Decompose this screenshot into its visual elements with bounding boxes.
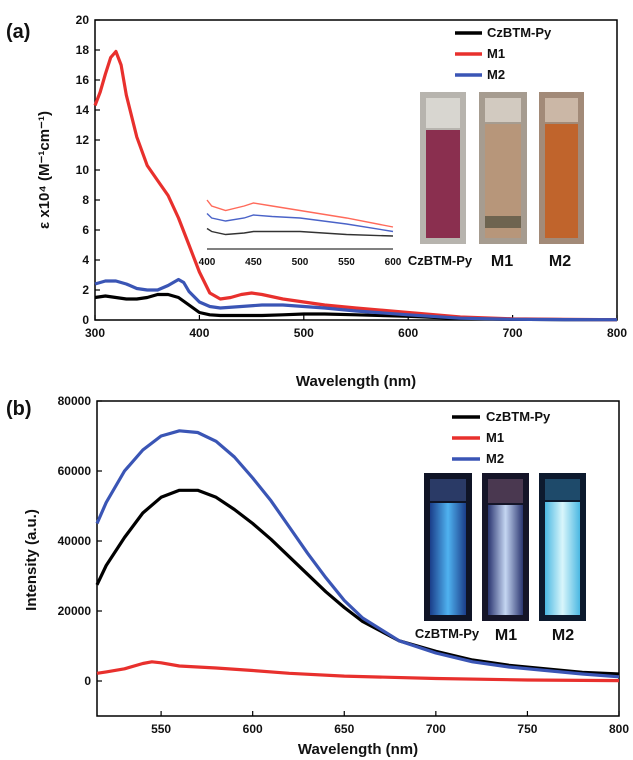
inset-line-0 [206,199,394,228]
vial-photos-a: CzBTM-Py M1 M2 [408,92,584,270]
y-tick-label-b-4: 80000 [58,394,92,408]
series-line-a-1 [93,49,618,322]
y-tick-label-a-4: 8 [82,193,89,207]
vial-label-b-2: M2 [552,627,574,644]
x-tick-label-b-5: 800 [609,722,629,736]
x-axis-label-b: Wavelength (nm) [298,741,418,758]
x-tick-label-a-2: 500 [294,326,314,340]
x-tick-label-a-4: 700 [503,326,523,340]
x-tick-label-b-0: 550 [151,722,171,736]
y-tick-label-b-2: 40000 [58,534,92,548]
x-tick-label-b-1: 600 [243,722,263,736]
curves-b [95,429,620,683]
y-tick-label-a-0: 0 [82,313,89,327]
panel-label-b: (b) [6,398,32,420]
inset-line-1 [206,212,394,233]
inset-tick-label-3: 550 [338,257,355,268]
y-tick-label-b-0: 0 [84,674,91,688]
vial-liquid-a-0 [426,130,460,238]
series-line-b-0 [95,488,620,676]
vial-label-b-1: M1 [495,627,517,644]
y-tick-label-b-1: 20000 [58,604,92,618]
y-tick-label-a-5: 10 [76,163,90,177]
inset-tick-label-2: 500 [292,257,309,268]
y-tick-label-a-7: 14 [76,103,90,117]
axis-ticks-a: 300 400 500 600 700 800 0 2 4 6 8 10 12 14 16 18 20 [76,13,628,340]
panel-label-a: (a) [6,21,30,43]
inset-tick-label-0: 400 [199,257,216,268]
legend-label-a-1: M1 [487,46,505,61]
curves-a [93,49,618,322]
y-tick-label-a-6: 12 [76,133,90,147]
y-tick-label-a-8: 16 [76,73,90,87]
vial-shadow-a-1 [485,216,521,228]
panel-b: (b) 550 600 650 700 750 800 0 20000 40000 60000 80… [6,394,629,758]
vial-cap-a-1 [485,98,521,122]
vial-cap-b-0 [430,479,466,501]
vial-glow-b-2 [545,502,580,615]
y-tick-label-a-3: 6 [82,223,89,237]
vial-glow-b-1 [488,505,523,615]
inset-curves [206,199,394,237]
inset-a: 400 450 500 550 600 [199,199,402,268]
vial-label-a-2: M2 [549,253,571,270]
x-tick-label-b-2: 650 [334,722,354,736]
legend-label-a-2: M2 [487,67,505,82]
x-tick-label-a-0: 300 [85,326,105,340]
panel-a: (a) 300 400 500 600 700 80002468101214161820 … [6,13,627,390]
inset-line-2 [206,227,394,237]
inset-ticks: 400 450 500 550 600 [199,257,402,268]
vial-label-a-1: M1 [491,253,513,270]
y-tick-label-a-10: 20 [76,13,90,27]
legend-b: CzBTM-Py M1 M2 [452,409,551,466]
x-tick-label-a-1: 400 [189,326,209,340]
vial-cap-b-2 [545,479,580,500]
vial-label-a-0: CzBTM-Py [408,253,473,268]
y-axis-label-a: ε x10⁴ (M⁻¹cm⁻¹) [36,111,53,229]
y-tick-label-a-9: 18 [76,43,90,57]
inset-tick-label-4: 600 [385,257,402,268]
y-axis-label-b: Intensity (a.u.) [23,509,40,611]
vial-cap-b-1 [488,479,523,503]
x-tick-label-a-5: 800 [607,326,627,340]
vial-cap-a-0 [426,98,460,128]
legend-label-b-1: M1 [486,430,504,445]
legend-label-b-2: M2 [486,451,504,466]
legend-a: CzBTM-Py M1 M2 [455,25,552,82]
x-tick-label-b-4: 750 [517,722,537,736]
vial-photos-b: CzBTM-Py M1 M2 [415,473,586,644]
x-tick-label-a-3: 600 [398,326,418,340]
vial-label-b-0: CzBTM-Py [415,626,480,641]
x-axis-label-a: Wavelength (nm) [296,373,416,390]
y-tick-label-a-1: 2 [82,283,89,297]
vial-liquid-a-2 [545,124,578,238]
y-tick-label-a-2: 4 [82,253,89,267]
vial-cap-a-2 [545,98,578,122]
plot-frame-b [96,400,620,717]
y-tick-label-b-3: 60000 [58,464,92,478]
inset-tick-label-1: 450 [245,257,262,268]
legend-label-b-0: CzBTM-Py [486,409,551,424]
vial-glow-b-0 [430,503,466,615]
series-line-a-2 [94,277,618,322]
plot-frame-a [94,19,618,321]
series-line-b-2 [95,429,620,679]
axis-ticks-b: 550 600 650 700 750 800 0 20000 40000 60000 80000 [58,394,630,736]
series-line-b-1 [96,660,620,683]
x-tick-label-b-3: 700 [426,722,446,736]
legend-label-a-0: CzBTM-Py [487,25,552,40]
